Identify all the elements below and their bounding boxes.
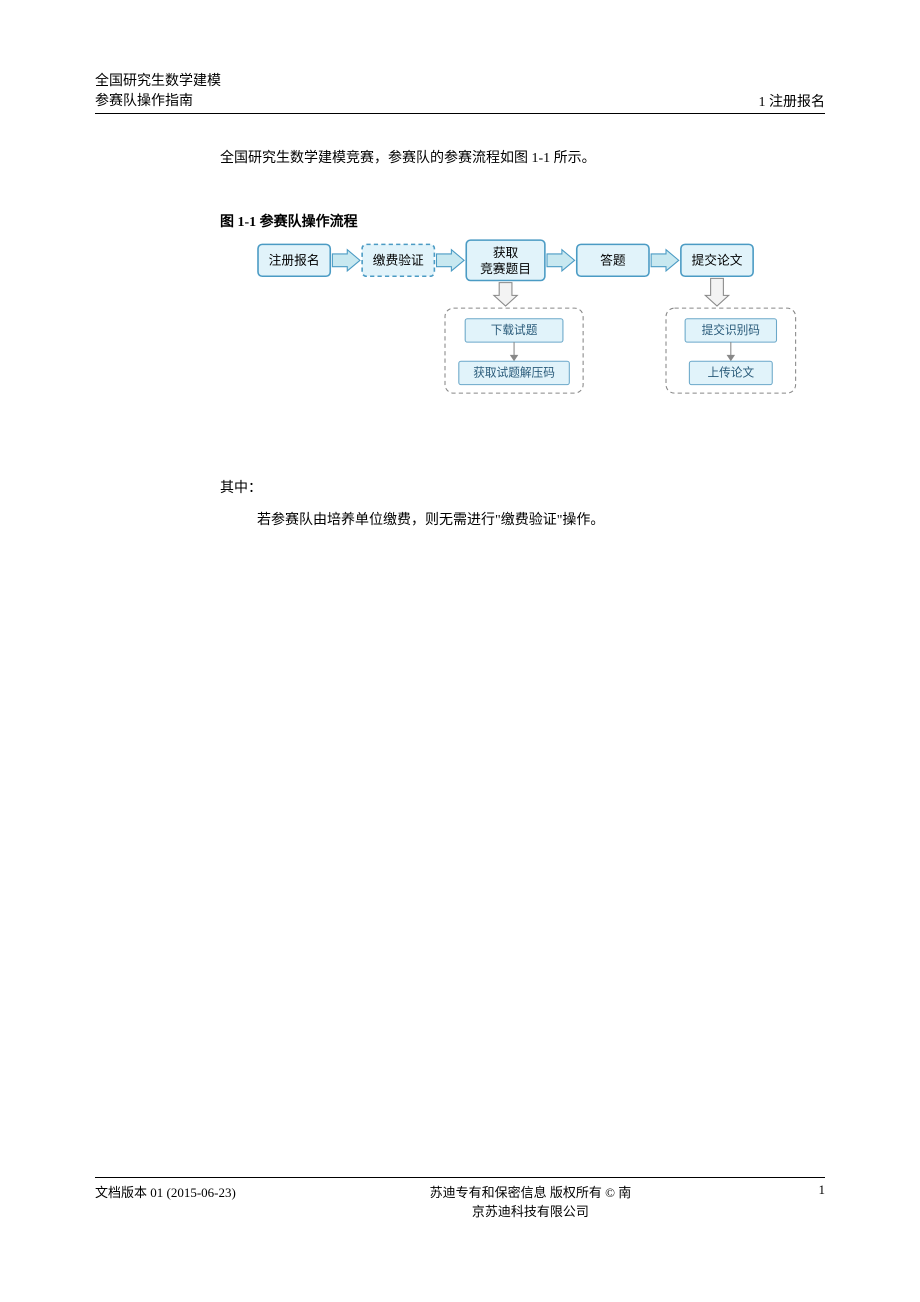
footer-page-number: 1 <box>819 1182 826 1198</box>
header-title-line2: 参赛队操作指南 <box>95 92 221 112</box>
node-submit: 提交论文 <box>681 244 753 276</box>
node-answer: 答题 <box>577 244 649 276</box>
note-text: 若参赛队由培养单位缴费，则无需进行"缴费验证"操作。 <box>257 510 604 532</box>
note-label: 其中： <box>220 478 262 500</box>
footer-center-line2: 京苏迪科技有限公司 <box>236 1201 825 1220</box>
arrow-2-3 <box>437 250 465 271</box>
subnode-upload: 上传论文 <box>689 361 772 384</box>
arrow-4-5 <box>651 250 679 271</box>
header-title-line1: 全国研究生数学建模 <box>95 72 221 92</box>
intro-paragraph: 全国研究生数学建模竞赛，参赛队的参赛流程如图 1-1 所示。 <box>220 148 596 170</box>
subnode-idcode-label: 提交识别码 <box>702 323 760 337</box>
node-topic-line1: 获取 <box>493 246 519 260</box>
sub-arrowhead-1 <box>510 355 519 361</box>
arrow-3-4 <box>547 250 575 271</box>
footer-copyright: 苏迪专有和保密信息 版权所有 © 南 京苏迪科技有限公司 <box>236 1182 825 1220</box>
header-title: 全国研究生数学建模 参赛队操作指南 <box>95 72 221 111</box>
page-footer: 文档版本 01 (2015-06-23) 苏迪专有和保密信息 版权所有 © 南 … <box>95 1177 825 1220</box>
node-answer-label: 答题 <box>600 252 626 267</box>
node-payment-label: 缴费验证 <box>373 252 424 267</box>
subnode-upload-label: 上传论文 <box>707 366 754 380</box>
node-topic-line2: 竞赛题目 <box>480 261 531 276</box>
flowchart: 注册报名 缴费验证 获取 竞赛题目 答题 提交论文 下载 <box>220 238 840 408</box>
subnode-download-label: 下载试题 <box>491 323 538 337</box>
subnode-unzip-label: 获取试题解压码 <box>473 366 555 380</box>
sub-arrowhead-2 <box>727 355 736 361</box>
flowchart-svg: 注册报名 缴费验证 获取 竞赛题目 答题 提交论文 下载 <box>220 238 840 408</box>
node-register-label: 注册报名 <box>269 252 320 267</box>
footer-version: 文档版本 01 (2015-06-23) <box>95 1182 236 1220</box>
down-arrow-topic <box>494 283 517 306</box>
subnode-download: 下载试题 <box>465 319 563 342</box>
footer-center-line1: 苏迪专有和保密信息 版权所有 © 南 <box>236 1182 825 1201</box>
subnode-idcode: 提交识别码 <box>685 319 776 342</box>
subnode-unzip: 获取试题解压码 <box>459 361 570 384</box>
figure-caption: 图 1-1 参赛队操作流程 <box>220 212 358 234</box>
page-header: 全国研究生数学建模 参赛队操作指南 1 注册报名 <box>95 72 825 114</box>
down-arrow-submit <box>705 278 728 306</box>
node-submit-label: 提交论文 <box>692 252 743 267</box>
node-payment-verify: 缴费验证 <box>362 244 434 276</box>
node-get-topic: 获取 竞赛题目 <box>466 240 545 280</box>
header-section: 1 注册报名 <box>759 91 826 111</box>
node-register: 注册报名 <box>258 244 330 276</box>
arrow-1-2 <box>332 250 360 271</box>
